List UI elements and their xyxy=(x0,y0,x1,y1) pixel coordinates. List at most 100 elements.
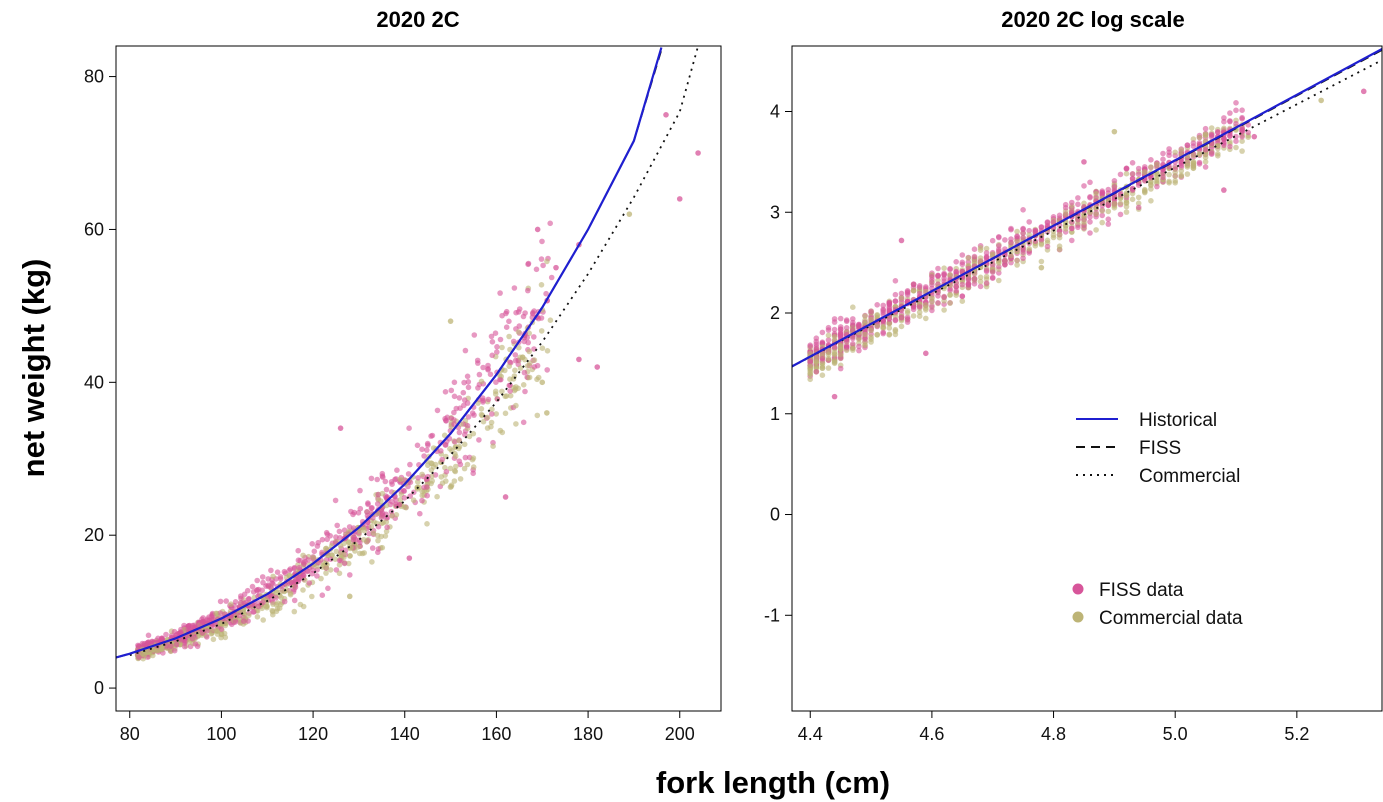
commercial-data-point xyxy=(862,331,868,338)
fiss-data-point xyxy=(813,369,820,375)
fiss-data-point xyxy=(1020,246,1026,253)
y-tick-label: 0 xyxy=(94,678,104,698)
commercial-data-point xyxy=(831,334,838,340)
fiss-data-point xyxy=(474,357,481,364)
fiss-data-point xyxy=(178,636,184,643)
commercial-data-point xyxy=(336,570,343,577)
fiss-data-point xyxy=(424,492,431,499)
commercial-data-point xyxy=(254,614,261,620)
fiss-data-point xyxy=(983,250,990,256)
fiss-data-point xyxy=(319,592,326,598)
fiss-data-point xyxy=(971,246,978,252)
fiss-data-point xyxy=(521,369,528,376)
commercial-data-point xyxy=(1135,194,1142,201)
fiss-data-point xyxy=(1202,147,1209,153)
commercial-data-point xyxy=(502,410,509,417)
commercial-data-point xyxy=(515,329,522,335)
fiss-data-point xyxy=(503,308,510,315)
fiss-data-point xyxy=(904,288,911,294)
fiss-data-point xyxy=(337,425,344,431)
fiss-data-point xyxy=(189,635,196,642)
fiss-data-point xyxy=(503,324,510,331)
commercial-data-point xyxy=(361,536,367,543)
commercial-data-point xyxy=(507,392,514,399)
fiss-data-point xyxy=(1105,221,1112,227)
commercial-data-point xyxy=(819,365,826,371)
commercial-data-point xyxy=(1154,161,1160,167)
commercial-data-point xyxy=(977,245,984,251)
commercial-data-point xyxy=(1190,152,1197,159)
commercial-data-point xyxy=(1208,125,1215,131)
fiss-data-point xyxy=(325,585,331,592)
fiss-data-point xyxy=(1202,164,1209,170)
fiss-data-point xyxy=(904,319,911,325)
commercial-data-point xyxy=(989,251,996,258)
fiss-data-point xyxy=(1221,187,1227,193)
x-tick-label: 160 xyxy=(481,724,511,744)
fiss-data-point xyxy=(368,475,375,482)
commercial-data-point xyxy=(1038,258,1045,265)
fiss-data-point xyxy=(287,581,293,587)
commercial-data-point xyxy=(513,384,519,390)
commercial-data-point xyxy=(345,539,352,546)
fiss-data-point xyxy=(453,405,460,412)
commercial-data-point xyxy=(868,336,874,343)
commercial-data-point xyxy=(1093,204,1099,211)
x-tick-label: 4.4 xyxy=(798,724,823,744)
fiss-data-point xyxy=(916,284,923,291)
commercial-data-point xyxy=(210,636,217,643)
commercial-data-point xyxy=(1202,154,1209,161)
commercial-data-point xyxy=(534,412,541,419)
commercial-data-point xyxy=(880,324,886,330)
legend-marker-commercial-data xyxy=(1072,611,1084,623)
commercial-data-point xyxy=(278,594,285,601)
fiss-data-point xyxy=(959,281,966,288)
fiss-data-point xyxy=(843,318,850,325)
fiss-data-point xyxy=(819,356,826,362)
fiss-data-point xyxy=(265,583,272,590)
fiss-data-point xyxy=(1196,161,1203,167)
fiss-data-point xyxy=(1087,230,1093,236)
fiss-data-point xyxy=(1239,134,1245,140)
commercial-data-point xyxy=(929,299,935,305)
fiss-data-point xyxy=(553,264,559,271)
commercial-data-point xyxy=(1081,219,1087,225)
fiss-data-point xyxy=(223,598,229,604)
fiss-data-point xyxy=(296,564,303,571)
commercial-data-point xyxy=(441,432,448,439)
commercial-data-point xyxy=(807,376,813,383)
commercial-data-point xyxy=(428,467,435,473)
fiss-data-point xyxy=(1087,219,1093,225)
commercial-data-point xyxy=(837,351,844,358)
fiss-data-point xyxy=(443,468,450,475)
fiss-data-point xyxy=(825,324,832,331)
fiss-data-point xyxy=(540,262,546,269)
fiss-data-point xyxy=(522,388,528,395)
fiss-data-point xyxy=(369,545,376,551)
commercial-data-point xyxy=(977,255,984,261)
curve-fiss xyxy=(116,49,663,659)
fiss-data-point xyxy=(904,292,911,298)
fiss-data-point xyxy=(232,619,239,625)
fiss-data-point xyxy=(462,347,469,354)
commercial-data-point xyxy=(941,265,947,272)
panel-linear: 2020 2C 80 100 120 140 160 180 200 0 20 40 60 80 xyxy=(84,7,722,744)
fiss-data-point xyxy=(388,479,395,485)
commercial-data-point xyxy=(323,570,329,576)
fit-curves-log xyxy=(792,48,1382,368)
fiss-data-point xyxy=(259,587,266,594)
commercial-data-point xyxy=(478,406,485,412)
commercial-data-point xyxy=(506,363,512,370)
fiss-data-point xyxy=(424,447,430,453)
fiss-data-point xyxy=(576,356,582,363)
fiss-data-point xyxy=(1069,199,1075,206)
fiss-data-point xyxy=(819,340,826,346)
commercial-data-point xyxy=(1014,228,1020,235)
fiss-data-point xyxy=(461,397,468,403)
commercial-data-point xyxy=(221,630,228,637)
fiss-data-point xyxy=(1099,212,1105,219)
commercial-data-point xyxy=(492,388,499,395)
fiss-data-point xyxy=(935,265,941,272)
fiss-data-point xyxy=(539,238,545,245)
fiss-data-point xyxy=(1056,215,1063,221)
